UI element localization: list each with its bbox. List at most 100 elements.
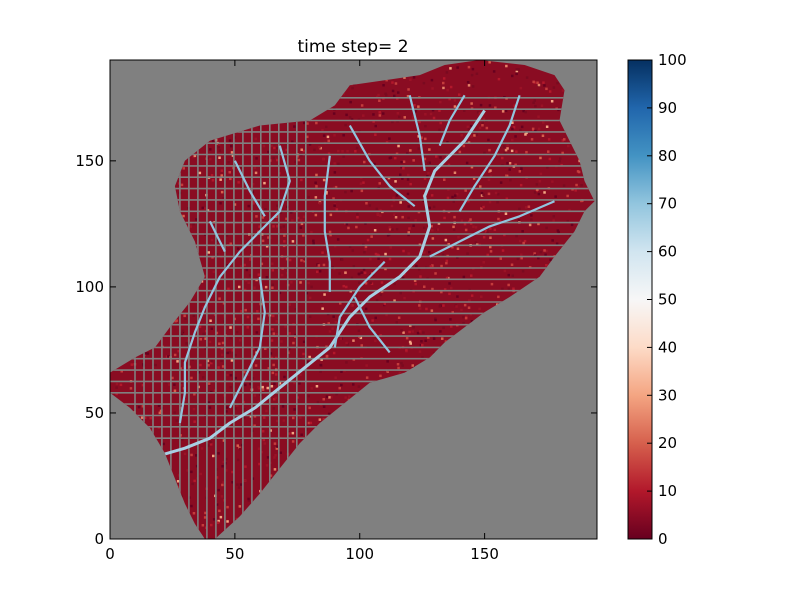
texture-cell [325,125,328,129]
texture-cell [291,140,294,143]
texture-cell [386,360,389,363]
texture-cell [266,456,270,459]
stream-channel [333,260,386,348]
texture-cell [302,340,306,343]
texture-cell [556,81,559,85]
texture-cell [345,113,348,117]
texture-cell [207,382,211,385]
texture-cell [428,250,431,254]
texture-cell [452,228,456,231]
texture-cell [307,394,310,398]
texture-cell [511,127,514,131]
texture-cell [482,261,485,264]
texture-cell [570,223,574,227]
texture-cell [210,361,213,365]
texture-cell [399,291,402,295]
texture-cell [237,181,240,184]
texture-cell [464,316,468,320]
texture-cell [340,370,343,373]
texture-cell [462,144,466,148]
texture-cell [388,137,391,140]
texture-cell [401,364,404,367]
texture-cell [426,161,430,165]
texture-cell [533,252,536,255]
texture-cell [515,234,518,238]
texture-cell [537,222,540,226]
texture-cell [402,331,405,334]
texture-cell [446,88,449,92]
texture-cell [462,275,466,279]
texture-cell [377,93,380,97]
texture-cell [315,385,319,388]
texture-cell [393,213,396,216]
texture-cell [467,306,471,309]
texture-cell [439,121,442,125]
texture-cell [274,396,277,400]
texture-cell [522,109,525,113]
texture-cell [273,146,276,150]
texture-cell [408,227,411,230]
texture-cell [537,127,541,131]
texture-cell [512,126,516,129]
texture-cell [267,367,271,370]
texture-cell [534,254,537,257]
texture-cell [246,373,250,376]
texture-cell [445,71,449,74]
texture-cell [262,438,266,442]
texture-cell [524,206,528,209]
texture-cell [466,81,470,84]
texture-cell [537,115,540,118]
texture-cell [413,104,416,107]
texture-cell [497,295,500,299]
texture-cell [484,230,487,233]
y-tick-label: 100 [75,278,104,296]
texture-cell [251,347,255,350]
texture-cell [550,100,554,103]
texture-cell [271,328,274,331]
texture-cell [288,303,291,306]
colorbar-tick-label: 10 [658,482,677,500]
texture-cell [546,166,549,169]
texture-cell [218,342,221,345]
texture-cell [384,267,387,271]
texture-cell [298,382,301,385]
texture-cell [443,288,447,291]
texture-cell [339,302,342,305]
texture-cell [258,225,261,228]
texture-cell [445,261,448,265]
texture-cell [432,205,436,209]
texture-cell [431,287,434,291]
texture-cell [449,85,453,89]
texture-cell [345,341,348,345]
texture-cell [260,450,263,454]
texture-cell [292,416,295,420]
texture-cell [240,310,243,313]
texture-cell [339,337,343,340]
texture-cell [478,126,482,130]
texture-cell [520,167,523,170]
texture-cell [427,171,430,175]
texture-cell [481,124,484,127]
texture-cell [388,225,391,229]
texture-cell [482,117,486,121]
texture-cell [338,272,341,275]
texture-cell [302,149,305,153]
texture-cell [469,197,473,201]
texture-cell [328,230,332,234]
texture-cell [329,233,332,237]
texture-cell [518,239,522,243]
texture-cell [325,191,328,194]
texture-cell [508,168,511,171]
texture-cell [534,104,537,108]
texture-cell [348,245,352,248]
texture-cell [244,308,247,312]
texture-cell [447,188,450,191]
texture-cell [254,137,257,141]
texture-cell [332,344,336,347]
texture-cell [263,442,266,445]
texture-cell [266,386,269,390]
texture-cell [518,170,522,173]
texture-cell [474,226,478,229]
texture-cell [412,224,415,227]
